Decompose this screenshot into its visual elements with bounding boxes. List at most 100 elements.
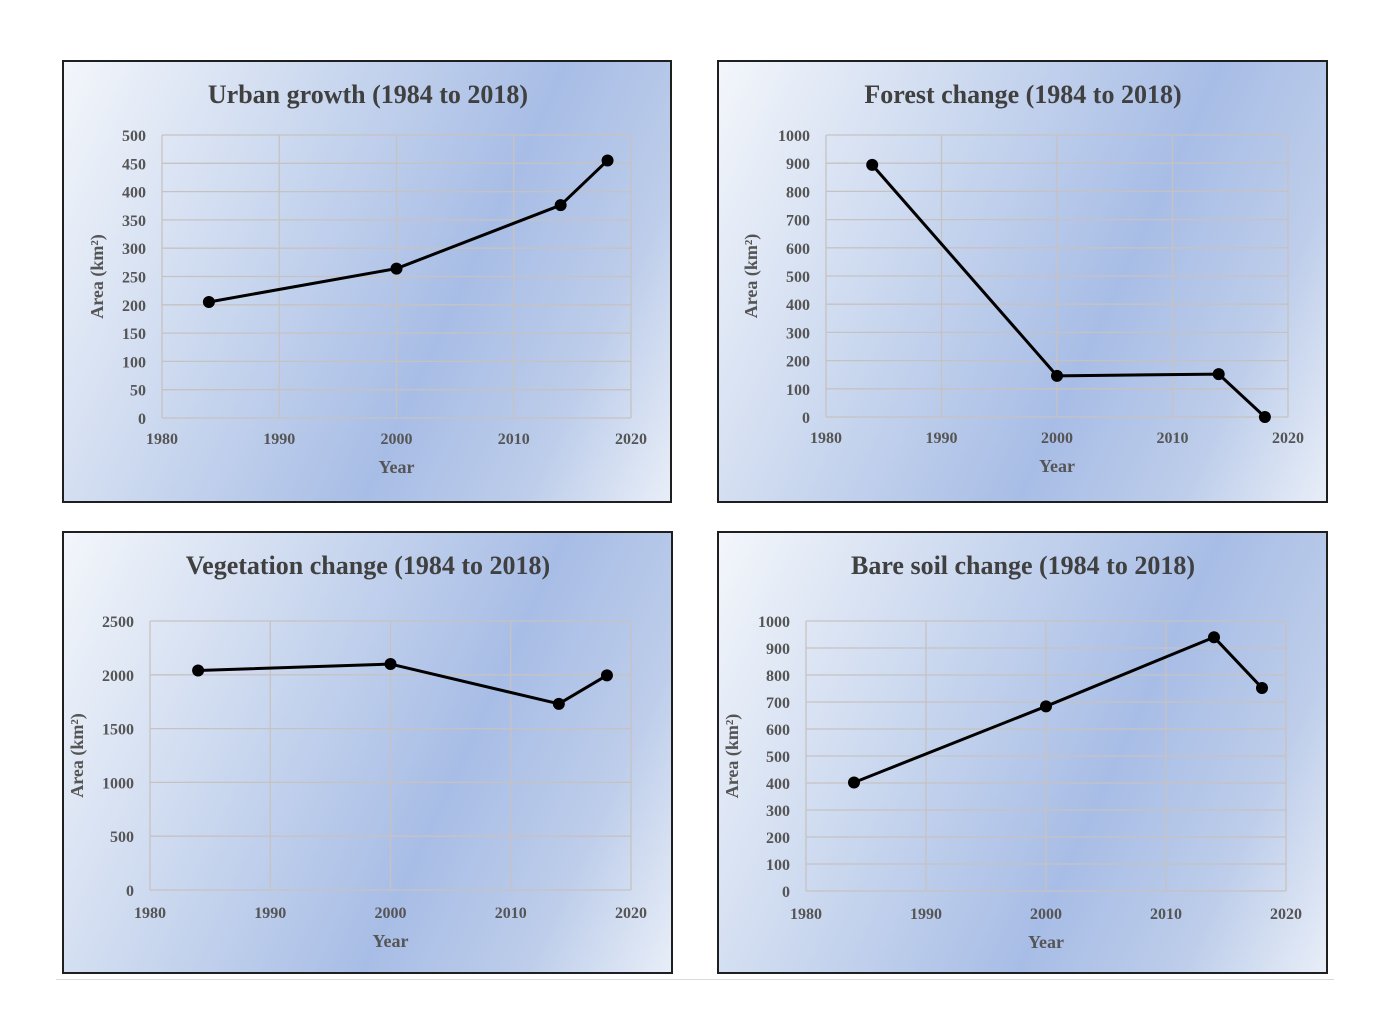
y-tick-label: 900	[786, 156, 810, 173]
y-tick-label: 400	[786, 297, 810, 314]
y-tick-label: 1000	[758, 614, 790, 631]
x-tick-label: 2020	[615, 905, 647, 922]
y-tick-label: 300	[766, 803, 790, 820]
y-tick-label: 500	[786, 269, 810, 286]
y-tick-label: 600	[786, 241, 810, 258]
data-point	[1208, 631, 1220, 644]
y-tick-label: 400	[766, 776, 790, 793]
y-tick-label: 800	[786, 184, 810, 201]
y-tick-label: 300	[122, 241, 146, 258]
x-tick-label: 1990	[254, 905, 286, 922]
x-tick-label: 2010	[1150, 906, 1182, 923]
chart-forest-change: Forest change (1984 to 2018) 0 100 200 300 40…	[717, 60, 1328, 503]
y-axis-label: Area (km²)	[722, 714, 743, 799]
chart-vegetation-change: Vegetation change (1984 to 2018) 0 500 1000…	[62, 531, 673, 974]
y-tick-label: 900	[766, 641, 790, 658]
chart-svg: Forest change (1984 to 2018) 0 100 200 300 40…	[741, 80, 1304, 476]
x-tick-label: 2020	[615, 431, 647, 448]
y-tick-label: 700	[766, 695, 790, 712]
data-point	[202, 295, 215, 308]
x-axis-label: Year	[1028, 932, 1064, 952]
x-tick-label: 2020	[1270, 906, 1302, 923]
data-point	[1256, 681, 1268, 694]
chart-title: Urban growth (1984 to 2018)	[208, 80, 528, 109]
x-axis-label: Year	[1039, 456, 1075, 476]
data-point	[384, 658, 397, 671]
y-tick-label: 500	[122, 128, 146, 145]
data-point	[601, 154, 614, 167]
data-point	[552, 697, 565, 710]
y-tick-label: 100	[766, 857, 790, 874]
x-tick-label: 2010	[498, 431, 530, 448]
chart-urban-growth: Urban growth (1984 to 2018) 0 50 100 150 200 2…	[62, 60, 672, 503]
y-tick-label: 500	[766, 749, 790, 766]
series-line	[198, 662, 608, 706]
x-tick-label: 1990	[263, 431, 295, 448]
y-tick-label: 200	[786, 354, 810, 371]
y-tick-label: 1500	[102, 722, 134, 739]
y-tick-label: 0	[802, 410, 810, 427]
x-tick-label: 2000	[375, 905, 407, 922]
x-tick-label: 1990	[926, 430, 958, 447]
chart-svg: Vegetation change (1984 to 2018) 0 500 1000…	[67, 551, 647, 951]
series-line	[853, 635, 1264, 784]
y-tick-label: 300	[786, 325, 810, 342]
chart-title: Forest change (1984 to 2018)	[864, 80, 1181, 109]
data-point	[600, 669, 613, 682]
x-tick-label: 1980	[810, 430, 842, 447]
y-tick-label: 1000	[778, 128, 810, 145]
page-divider	[56, 979, 1334, 980]
y-tick-label: 2500	[102, 614, 134, 631]
y-tick-label: 1000	[102, 775, 134, 792]
y-tick-label: 200	[766, 830, 790, 847]
data-point	[848, 776, 860, 789]
y-tick-label: 150	[122, 326, 146, 343]
y-tick-label: 250	[122, 270, 146, 287]
y-tick-label: 500	[110, 829, 134, 846]
y-tick-label: 2000	[102, 668, 134, 685]
y-tick-label: 200	[122, 298, 146, 315]
y-axis-label: Area (km²)	[87, 234, 108, 319]
y-tick-label: 0	[782, 884, 790, 901]
y-axis-label: Area (km²)	[67, 713, 88, 798]
chart-svg: Urban growth (1984 to 2018) 0 50 100 150 200 2…	[87, 80, 647, 477]
x-axis-label: Year	[373, 931, 409, 951]
y-tick-label: 50	[130, 383, 146, 400]
y-tick-label: 350	[122, 213, 146, 230]
y-tick-label: 100	[122, 354, 146, 371]
x-tick-label: 2000	[1041, 430, 1073, 447]
data-point	[390, 262, 403, 275]
y-tick-label: 0	[138, 411, 146, 428]
x-tick-label: 2000	[381, 431, 413, 448]
chart-svg: Bare soil change (1984 to 2018) 0 100 200 30…	[722, 551, 1302, 952]
y-tick-label: 450	[122, 156, 146, 173]
data-point	[866, 158, 879, 171]
x-tick-label: 1990	[910, 906, 942, 923]
y-tick-label: 700	[786, 213, 810, 230]
series-line	[871, 163, 1266, 419]
y-axis-label: Area (km²)	[741, 234, 762, 319]
data-point	[554, 199, 567, 212]
y-tick-label: 600	[766, 722, 790, 739]
data-point	[1212, 368, 1225, 381]
data-point	[1040, 700, 1052, 713]
x-tick-label: 2010	[495, 905, 527, 922]
x-tick-label: 2020	[1272, 430, 1304, 447]
data-point	[1051, 369, 1063, 382]
chart-title: Vegetation change (1984 to 2018)	[186, 551, 550, 580]
x-tick-label: 1980	[146, 431, 178, 448]
series-line	[208, 159, 609, 304]
x-tick-label: 2000	[1030, 906, 1062, 923]
x-axis-label: Year	[379, 457, 415, 477]
y-tick-label: 100	[786, 382, 810, 399]
x-tick-label: 1980	[790, 906, 822, 923]
x-tick-label: 1980	[134, 905, 166, 922]
x-tick-label: 2010	[1157, 430, 1189, 447]
y-tick-label: 800	[766, 668, 790, 685]
y-tick-label: 0	[126, 883, 134, 900]
y-tick-label: 400	[122, 185, 146, 202]
chart-bare-soil-change: Bare soil change (1984 to 2018) 0 100 200 30…	[717, 531, 1328, 974]
chart-title: Bare soil change (1984 to 2018)	[851, 551, 1195, 580]
data-point	[192, 664, 205, 677]
data-point	[1258, 411, 1271, 423]
